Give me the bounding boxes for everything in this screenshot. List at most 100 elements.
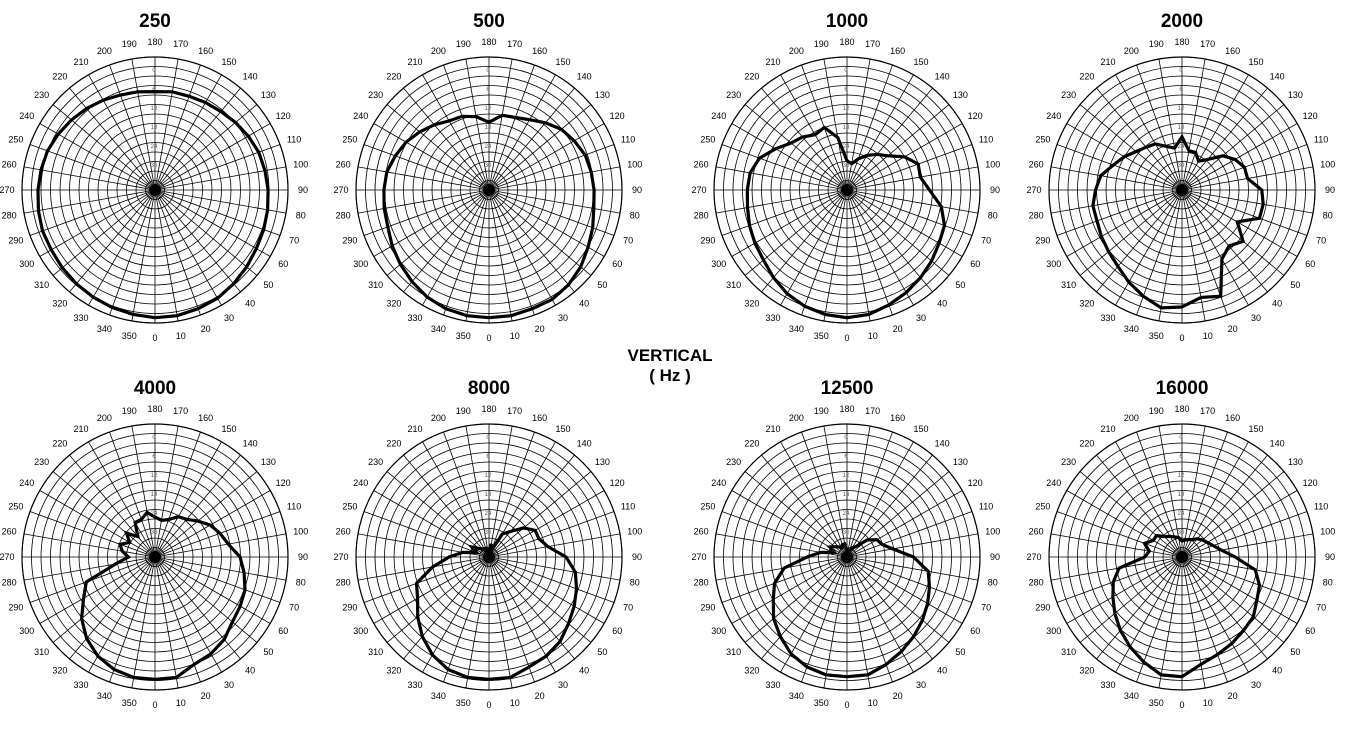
angle-tick-label: 100 <box>627 159 642 169</box>
center-hub <box>1176 184 1188 196</box>
angle-tick-label: 120 <box>968 111 983 121</box>
angle-tick-label: 30 <box>558 680 568 690</box>
grid-spoke <box>154 123 271 191</box>
grid-spoke <box>488 431 535 558</box>
grid-spoke <box>846 189 871 322</box>
grid-spoke <box>357 166 490 191</box>
grid-spoke <box>744 471 848 558</box>
angle-tick-label: 190 <box>1149 406 1164 416</box>
angle-tick-label: 160 <box>532 413 547 423</box>
polar-grid <box>21 423 289 691</box>
angle-tick-label: 70 <box>289 603 299 613</box>
angle-tick-label: 70 <box>1316 236 1326 246</box>
grid-spoke <box>488 144 615 191</box>
angle-tick-label: 70 <box>623 603 633 613</box>
grid-spoke <box>357 189 490 214</box>
angle-tick-label: 140 <box>935 439 950 449</box>
grid-spoke <box>1056 189 1183 236</box>
grid-spoke <box>1079 556 1183 643</box>
angle-tick-label: 160 <box>532 46 547 56</box>
angle-tick-label: 350 <box>456 331 471 341</box>
grid-spoke <box>1136 189 1183 316</box>
angle-tick-label: 90 <box>990 552 1000 562</box>
angle-tick-label: 270 <box>1026 185 1041 195</box>
grid-spoke <box>1181 556 1228 683</box>
angle-tick-label: 340 <box>431 324 446 334</box>
grid-spoke <box>154 425 179 558</box>
angle-tick-label: 80 <box>296 211 306 221</box>
radial-tick-label: 12 <box>151 473 158 479</box>
grid-spoke <box>109 556 156 683</box>
grid-spoke <box>488 74 556 191</box>
grid-spoke <box>154 189 258 276</box>
angle-tick-label: 60 <box>1305 259 1315 269</box>
angle-tick-label: 140 <box>577 439 592 449</box>
grid-spoke <box>386 189 490 276</box>
grid-spoke <box>488 490 605 558</box>
grid-spoke <box>823 189 848 322</box>
grid-spoke <box>363 144 490 191</box>
grid-spoke <box>1096 87 1183 191</box>
angle-tick-label: 60 <box>612 626 622 636</box>
angle-tick-label: 330 <box>73 313 88 323</box>
grid-spoke <box>23 166 156 191</box>
grid-spoke <box>846 104 950 191</box>
angle-tick-label: 70 <box>981 603 991 613</box>
radial-tick-label: 6 <box>844 454 848 460</box>
grid-spoke <box>109 431 156 558</box>
radial-tick-label: 6 <box>486 454 490 460</box>
angle-tick-label: 300 <box>1046 259 1061 269</box>
angle-tick-label: 240 <box>1046 478 1061 488</box>
radial-tick-label: 6 <box>486 87 490 93</box>
angle-tick-label: 270 <box>333 185 348 195</box>
grid-spoke <box>1115 189 1183 306</box>
grid-spoke <box>1181 441 1249 558</box>
grid-spoke <box>131 425 156 558</box>
angle-tick-label: 50 <box>263 647 273 657</box>
angle-tick-label: 340 <box>789 324 804 334</box>
series-line <box>79 510 247 682</box>
radial-tick-label: 24 <box>485 144 492 150</box>
grid-spoke <box>1181 189 1249 306</box>
chart-title: 16000 <box>1156 378 1209 399</box>
angle-tick-label: 180 <box>481 404 496 414</box>
angle-tick-label: 310 <box>1061 647 1076 657</box>
angle-tick-label: 120 <box>1303 478 1318 488</box>
angle-tick-label: 170 <box>173 406 188 416</box>
grid-spoke <box>846 144 973 191</box>
grid-spoke <box>846 556 914 673</box>
radial-tick-label: 30 <box>843 530 850 536</box>
grid-spoke <box>443 556 490 683</box>
grid-spoke <box>801 556 848 683</box>
angle-tick-label: 100 <box>1320 526 1335 536</box>
angle-tick-label: 290 <box>700 236 715 246</box>
grid-spoke <box>721 189 848 236</box>
grid-spoke <box>69 189 156 293</box>
grid-spoke <box>154 556 281 603</box>
angle-tick-label: 250 <box>342 134 357 144</box>
grid-spoke <box>801 431 848 558</box>
grid-spoke <box>721 556 848 603</box>
angle-tick-label: 40 <box>937 298 947 308</box>
grid-spoke <box>154 431 201 558</box>
series-line <box>1111 533 1262 679</box>
grid-spoke <box>29 189 156 236</box>
angle-tick-label: 150 <box>221 57 236 67</box>
grid-spoke <box>488 104 592 191</box>
angle-tick-label: 300 <box>353 259 368 269</box>
grid-spoke <box>1079 471 1183 558</box>
angle-tick-label: 270 <box>333 552 348 562</box>
angle-tick-label: 230 <box>726 90 741 100</box>
grid-spoke <box>1181 425 1206 558</box>
angle-tick-label: 200 <box>97 46 112 56</box>
chart-title: 250 <box>139 11 171 32</box>
angle-tick-label: 350 <box>456 698 471 708</box>
grid-spoke <box>1181 189 1308 236</box>
angle-tick-label: 70 <box>981 236 991 246</box>
angle-tick-label: 330 <box>765 680 780 690</box>
grid-spoke <box>88 74 156 191</box>
